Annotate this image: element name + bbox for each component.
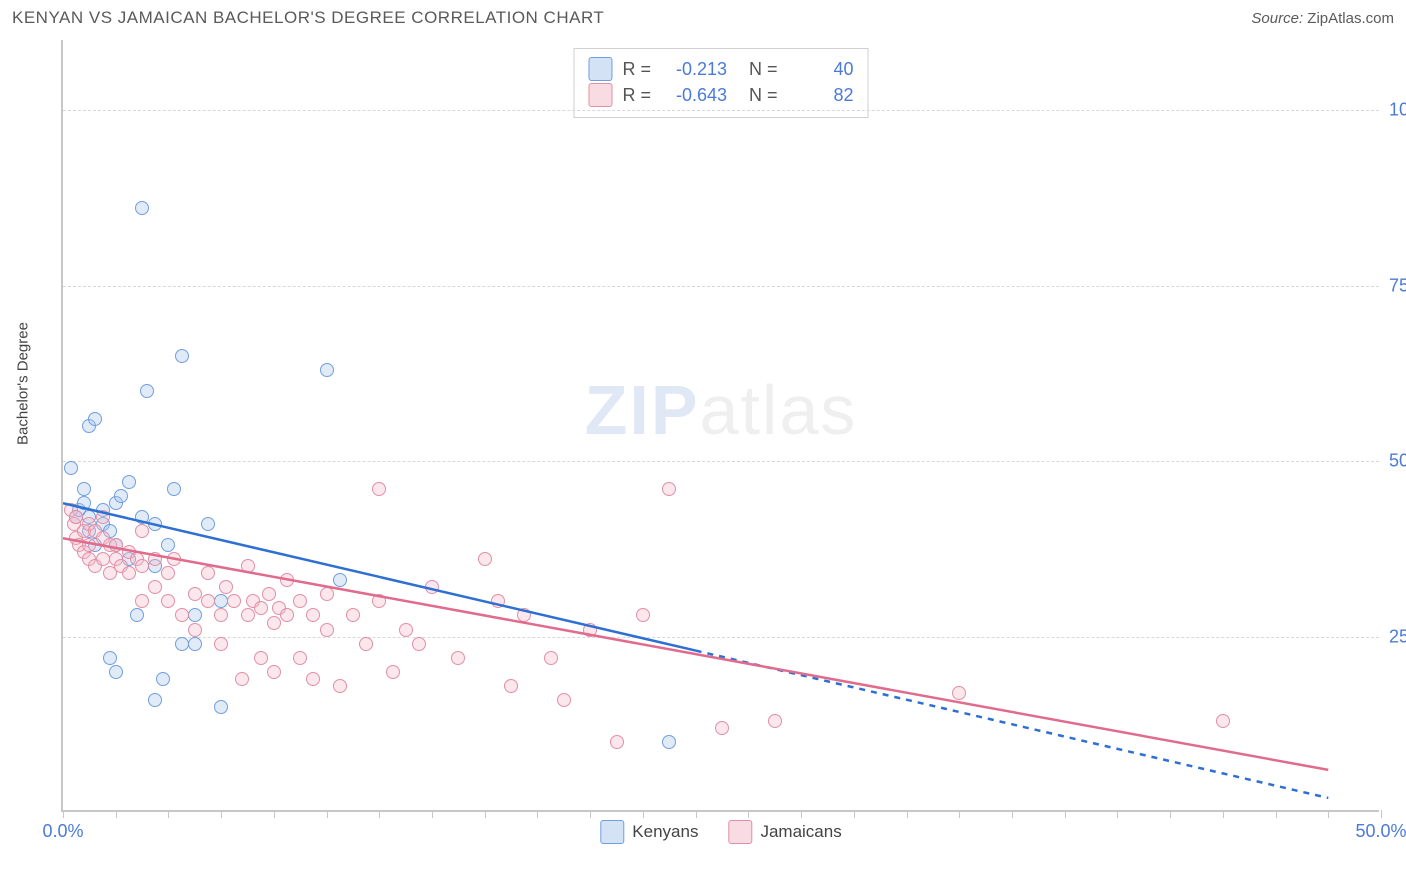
legend-item: Kenyans — [600, 820, 698, 844]
series-legend: Kenyans Jamaicans — [600, 820, 841, 844]
y-tick-label: 25.0% — [1381, 626, 1406, 647]
trend-line — [63, 40, 1381, 812]
source-label: Source: — [1251, 10, 1303, 27]
source-attribution: Source: ZipAtlas.com — [1251, 10, 1394, 27]
y-tick-label: 100.0% — [1381, 100, 1406, 121]
x-tick-label: 0.0% — [42, 821, 83, 842]
x-tick-minor — [1381, 810, 1382, 818]
legend-series-name: Kenyans — [632, 822, 698, 842]
source-name: ZipAtlas.com — [1307, 10, 1394, 27]
plot-area: ZIPatlas R =-0.213N =40R =-0.643N =82 Ke… — [61, 40, 1379, 812]
legend-swatch — [600, 820, 624, 844]
scatter-chart: Bachelor's Degree ZIPatlas R =-0.213N =4… — [13, 30, 1393, 860]
legend-item: Jamaicans — [728, 820, 841, 844]
chart-title: KENYAN VS JAMAICAN BACHELOR'S DEGREE COR… — [12, 8, 604, 28]
legend-swatch — [728, 820, 752, 844]
y-axis-label: Bachelor's Degree — [15, 322, 32, 445]
y-tick-label: 50.0% — [1381, 451, 1406, 472]
x-tick-label: 50.0% — [1355, 821, 1406, 842]
legend-series-name: Jamaicans — [760, 822, 841, 842]
y-tick-label: 75.0% — [1381, 275, 1406, 296]
